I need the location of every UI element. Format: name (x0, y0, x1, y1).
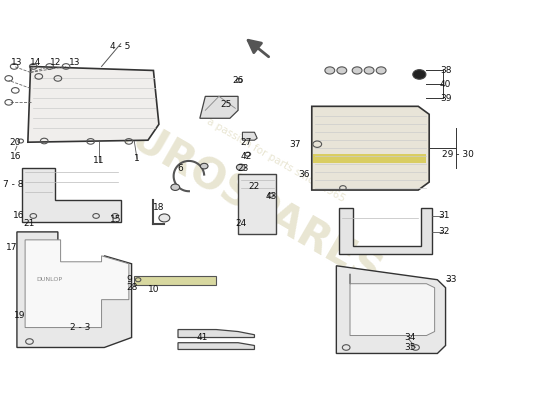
Text: 29 - 30: 29 - 30 (442, 150, 474, 159)
Text: 27: 27 (240, 138, 252, 147)
Polygon shape (25, 240, 129, 328)
Text: 34: 34 (404, 333, 416, 342)
Text: 37: 37 (290, 140, 301, 149)
Text: 25: 25 (221, 100, 232, 109)
Text: 18: 18 (153, 204, 164, 212)
Polygon shape (134, 276, 216, 284)
Polygon shape (178, 343, 255, 350)
Text: DUNLOP: DUNLOP (37, 277, 63, 282)
Text: 17: 17 (6, 243, 17, 252)
Text: 24: 24 (235, 220, 246, 228)
Text: 13: 13 (69, 58, 80, 67)
Text: 31: 31 (439, 212, 450, 220)
Text: 35: 35 (404, 343, 416, 352)
Circle shape (364, 67, 374, 74)
Text: 12: 12 (50, 58, 61, 67)
Text: 4 - 5: 4 - 5 (111, 42, 131, 51)
Circle shape (171, 184, 180, 190)
Polygon shape (314, 154, 426, 163)
Text: 22: 22 (249, 182, 260, 190)
Text: 6: 6 (178, 164, 184, 173)
Text: 39: 39 (440, 94, 452, 103)
Polygon shape (17, 232, 131, 348)
Circle shape (337, 67, 346, 74)
Text: 1: 1 (134, 154, 140, 163)
Text: a passion for parts since 1965: a passion for parts since 1965 (206, 116, 347, 204)
Text: 23: 23 (238, 164, 249, 173)
Circle shape (236, 164, 245, 170)
Text: 26: 26 (233, 76, 244, 85)
Text: 32: 32 (439, 227, 450, 236)
Text: 10: 10 (148, 285, 159, 294)
Text: 38: 38 (440, 66, 452, 75)
Polygon shape (23, 168, 120, 222)
Text: 21: 21 (24, 220, 35, 228)
Text: 2 - 3: 2 - 3 (69, 323, 90, 332)
Polygon shape (339, 208, 432, 254)
Polygon shape (200, 96, 238, 118)
Text: 28: 28 (126, 283, 138, 292)
Text: 15: 15 (109, 216, 121, 224)
Text: 33: 33 (446, 275, 456, 284)
Polygon shape (312, 106, 429, 190)
Text: 42: 42 (241, 152, 252, 161)
Polygon shape (238, 174, 276, 234)
Text: 16: 16 (13, 212, 24, 220)
Polygon shape (350, 274, 434, 336)
Polygon shape (28, 66, 159, 142)
Circle shape (200, 163, 208, 169)
Text: 41: 41 (197, 333, 208, 342)
Text: 7 - 8: 7 - 8 (3, 180, 23, 188)
Text: 19: 19 (14, 311, 25, 320)
Circle shape (376, 67, 386, 74)
Text: EUROSPARES: EUROSPARES (99, 104, 388, 296)
Polygon shape (337, 266, 446, 354)
Text: 36: 36 (298, 170, 309, 178)
Circle shape (413, 70, 426, 79)
Circle shape (159, 214, 170, 222)
Text: 20: 20 (9, 138, 21, 147)
Text: 11: 11 (93, 156, 104, 165)
Text: 13: 13 (11, 58, 23, 67)
Text: 14: 14 (30, 58, 42, 67)
Text: 40: 40 (440, 80, 451, 89)
Text: 16: 16 (9, 152, 21, 161)
Circle shape (352, 67, 362, 74)
Polygon shape (178, 330, 255, 338)
Polygon shape (243, 132, 257, 140)
Circle shape (325, 67, 335, 74)
Text: 9: 9 (126, 275, 132, 284)
Text: 43: 43 (265, 192, 277, 200)
